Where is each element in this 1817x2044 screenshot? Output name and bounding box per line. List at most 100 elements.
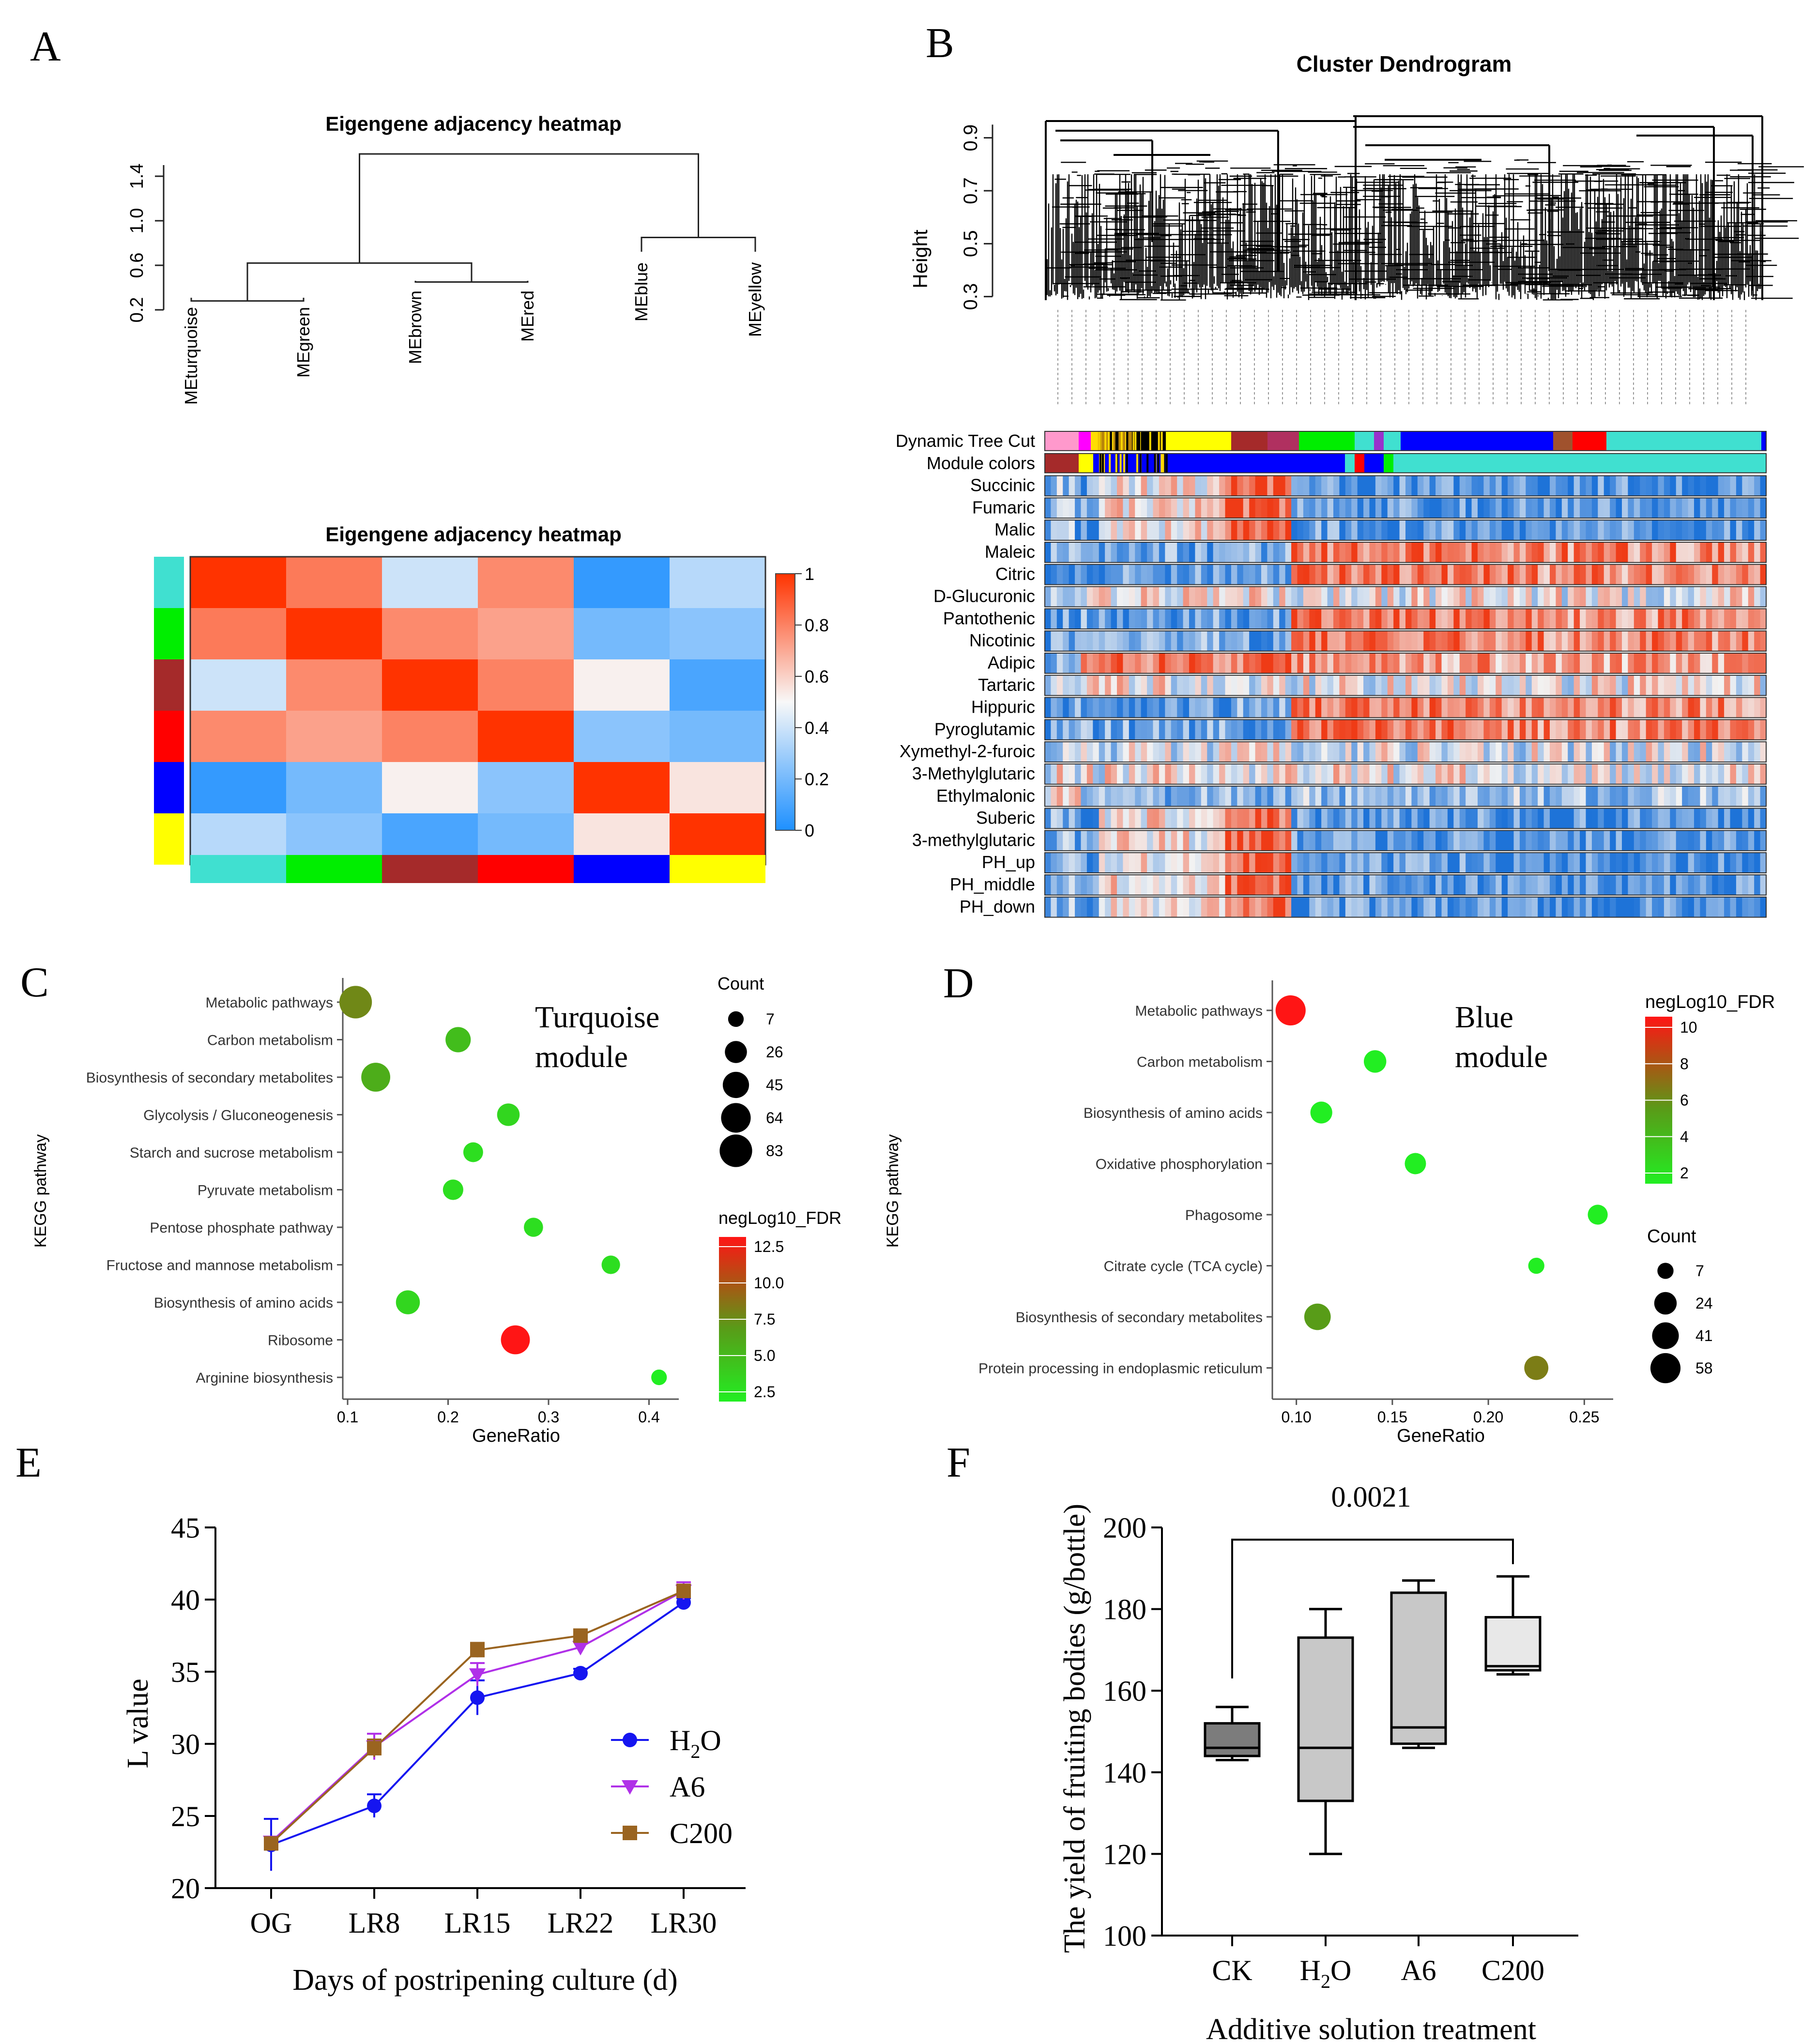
b-heatmap-cell bbox=[1393, 564, 1400, 585]
b-heatmap-cell bbox=[1628, 875, 1634, 895]
b-heatmap-cell bbox=[1682, 475, 1689, 496]
b-heatmap-cell bbox=[1225, 786, 1232, 807]
b-heatmap-cell bbox=[1279, 786, 1286, 807]
b-heatmap-cell bbox=[1616, 742, 1622, 762]
b-heatmap-cell bbox=[1748, 808, 1755, 829]
b-heatmap-cell bbox=[1237, 875, 1244, 895]
b-heatmap-cell bbox=[1706, 475, 1712, 496]
b-heatmap-cell bbox=[1237, 697, 1244, 718]
b-heatmap-cell bbox=[1730, 742, 1737, 762]
b-heatmap-cell bbox=[1381, 586, 1388, 607]
b-heatmap-cell bbox=[1045, 875, 1052, 895]
b-heatmap-cell bbox=[1177, 609, 1184, 629]
b-heatmap-cell bbox=[1628, 742, 1634, 762]
b-heatmap-cell bbox=[1303, 897, 1310, 917]
b-heatmap-cell bbox=[1339, 897, 1346, 917]
b-heatmap-cell bbox=[1111, 786, 1117, 807]
b-heatmap-cell bbox=[1159, 808, 1165, 829]
b-heatmap-cell bbox=[1550, 675, 1557, 696]
b-heatmap-cell bbox=[1387, 697, 1394, 718]
b-heatmap-cell bbox=[1363, 697, 1370, 718]
b-heatmap-cell bbox=[1568, 853, 1574, 873]
b-heatmap-cell bbox=[1423, 564, 1430, 585]
b-heatmap-cell bbox=[1466, 830, 1472, 851]
b-heatmap-cell bbox=[1586, 875, 1592, 895]
b-heatmap-cell bbox=[1405, 875, 1412, 895]
b-heatmap-cell bbox=[1748, 520, 1755, 540]
b-heatmap-cell bbox=[1261, 808, 1268, 829]
b-heatmap-cell bbox=[1496, 719, 1502, 740]
b-heatmap-cell bbox=[1478, 786, 1484, 807]
b-heatmap-cell bbox=[1664, 586, 1670, 607]
b-heatmap-cell bbox=[1760, 564, 1767, 585]
b-heatmap-cell bbox=[1375, 853, 1382, 873]
b-heatmap-cell bbox=[1483, 742, 1490, 762]
b-heatmap-cell bbox=[1369, 475, 1376, 496]
b-heatmap-cell bbox=[1141, 853, 1147, 873]
b-heatmap-cell bbox=[1736, 475, 1742, 496]
b-heatmap-cell bbox=[1129, 475, 1135, 496]
b-heatmap-cell bbox=[1760, 808, 1767, 829]
b-heatmap-cell bbox=[1237, 719, 1244, 740]
b-heatmap-cell bbox=[1628, 520, 1634, 540]
b-heatmap-cell bbox=[1333, 653, 1340, 673]
b-heatmap-cell bbox=[1159, 475, 1165, 496]
b-heatmap-cell bbox=[1165, 498, 1172, 519]
d-size-legend-label: 41 bbox=[1695, 1327, 1713, 1344]
b-heatmap-cell bbox=[1466, 675, 1472, 696]
b-heatmap-cell bbox=[1736, 586, 1742, 607]
b-heatmap-cell bbox=[1628, 808, 1634, 829]
b-heatmap-cell bbox=[1201, 498, 1207, 519]
b-heatmap-cell bbox=[1219, 808, 1226, 829]
b-heatmap-cell bbox=[1093, 830, 1099, 851]
b-heatmap-cell bbox=[1453, 875, 1460, 895]
b-heatmap-cell bbox=[1712, 653, 1719, 673]
b-heatmap-cell bbox=[1339, 520, 1346, 540]
b-heatmap-cell bbox=[1742, 764, 1749, 784]
b-heatmap-cell bbox=[1508, 653, 1514, 673]
b-heatmap-cell bbox=[1736, 742, 1742, 762]
a-heatmap-cell bbox=[286, 762, 382, 813]
c-colorbar-label: 5.0 bbox=[754, 1347, 775, 1364]
b-heatmap-cell bbox=[1447, 697, 1454, 718]
b-heatmap-cell bbox=[1429, 697, 1436, 718]
b-heatmap-cell bbox=[1543, 520, 1550, 540]
b-heatmap-row-frame bbox=[1044, 830, 1767, 852]
b-heatmap-cell bbox=[1303, 564, 1310, 585]
b-heatmap-row-frame bbox=[1044, 808, 1767, 829]
b-heatmap-cell bbox=[1561, 675, 1568, 696]
b-heatmap-cell bbox=[1466, 764, 1472, 784]
b-heatmap-cell bbox=[1471, 475, 1478, 496]
panel-label-d: D bbox=[943, 960, 974, 1007]
b-heatmap-cell bbox=[1249, 520, 1256, 540]
b-heatmap-cell bbox=[1135, 542, 1142, 563]
b-heatmap-cell bbox=[1447, 609, 1454, 629]
b-heatmap-cell bbox=[1405, 897, 1412, 917]
b-heatmap-cell bbox=[1387, 675, 1394, 696]
b-heatmap-cell bbox=[1387, 786, 1394, 807]
b-heatmap-cell bbox=[1508, 498, 1514, 519]
b-heatmap-cell bbox=[1075, 808, 1082, 829]
b-heatmap-cell bbox=[1123, 631, 1130, 651]
b-heatmap-cell bbox=[1688, 631, 1695, 651]
f-xtick-label-main: H bbox=[1300, 1954, 1321, 1986]
b-heatmap-cell bbox=[1099, 586, 1105, 607]
b-heatmap-cell bbox=[1279, 675, 1286, 696]
b-heatmap-cell bbox=[1478, 564, 1484, 585]
b-heatmap-cell bbox=[1496, 520, 1502, 540]
b-heatmap-cell bbox=[1273, 631, 1280, 651]
b-heatmap-cell bbox=[1519, 520, 1526, 540]
b-heatmap-cell bbox=[1069, 609, 1075, 629]
b-heatmap-cell bbox=[1255, 875, 1262, 895]
b-heatmap-cell bbox=[1519, 586, 1526, 607]
d-colorbar-label: 8 bbox=[1680, 1055, 1689, 1072]
b-heatmap-cell bbox=[1471, 697, 1478, 718]
b-heatmap-cell bbox=[1634, 808, 1640, 829]
b-heatmap-cell bbox=[1550, 542, 1557, 563]
d-size-legend-label: 58 bbox=[1695, 1359, 1713, 1377]
b-heatmap-cell bbox=[1591, 786, 1598, 807]
b-heatmap-cell bbox=[1279, 631, 1286, 651]
b-heatmap-cell bbox=[1056, 875, 1063, 895]
b-heatmap-cell bbox=[1706, 586, 1712, 607]
b-heatmap-cell bbox=[1075, 875, 1082, 895]
